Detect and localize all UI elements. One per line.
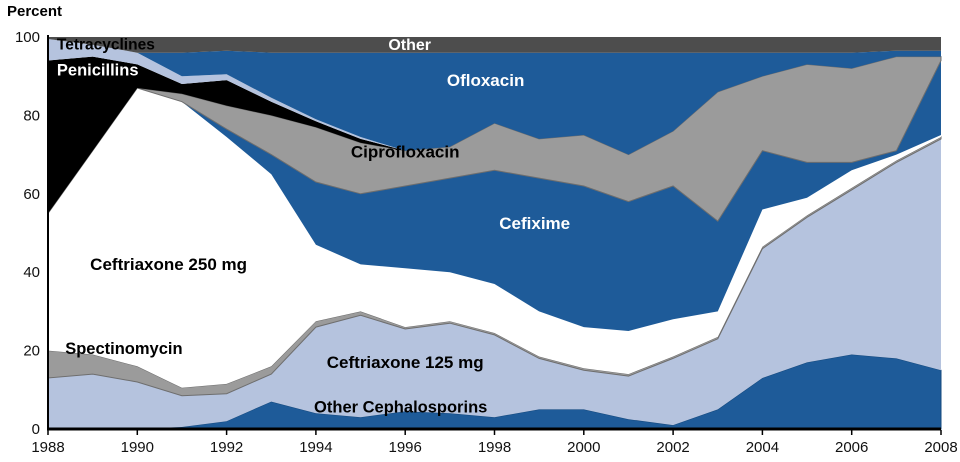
area-ceftriaxone-125: [48, 138, 941, 429]
x-tick-label-2000: 2000: [567, 439, 600, 456]
area-ceftriaxone-250: [48, 88, 941, 388]
x-tick-label-1998: 1998: [478, 439, 511, 456]
y-tick-label-100: 100: [15, 29, 40, 46]
x-tick-label-1988: 1988: [31, 439, 64, 456]
y-tick-label-0: 0: [32, 421, 40, 438]
x-tick-label-1996: 1996: [389, 439, 422, 456]
label-ceftriaxone-250: Ceftriaxone 250 mg: [90, 255, 247, 274]
area-other: [48, 37, 941, 53]
area-ofloxacin: [48, 39, 941, 155]
x-tick-label-2002: 2002: [656, 439, 689, 456]
y-tick-label-60: 60: [23, 186, 40, 203]
area-cefixime: [48, 60, 941, 331]
y-axis-labels: 0 20 40 60 80 100: [15, 29, 40, 438]
y-tick-label-80: 80: [23, 107, 40, 124]
label-other-cephalosporins: Other Cephalosporins: [314, 399, 487, 417]
label-ceftriaxone-125: Ceftriaxone 125 mg: [327, 353, 484, 372]
label-cefixime: Cefixime: [499, 214, 570, 233]
x-tick-label-2004: 2004: [746, 439, 779, 456]
label-ofloxacin: Ofloxacin: [447, 71, 524, 90]
y-tick-label-40: 40: [23, 264, 40, 281]
chart-axes: [47, 35, 942, 435]
label-ciprofloxacin: Ciprofloxacin: [351, 142, 460, 161]
label-other: Other: [388, 37, 431, 54]
label-penicillins: Penicillins: [57, 61, 139, 79]
x-tick-label-1990: 1990: [121, 439, 154, 456]
y-tick-label-20: 20: [23, 343, 40, 360]
y-axis-title: Percent: [7, 3, 62, 20]
x-axis-labels: 1988 1990 1992 1994 1996 1998 2000 2002 2004 2006…: [31, 439, 957, 456]
x-tick-label-1994: 1994: [299, 439, 332, 456]
area-labels: Tetracyclines Penicillins Other Ofloxacin Ci…: [57, 37, 570, 417]
area-penicillins: [48, 56, 941, 214]
x-tick-label-2006: 2006: [835, 439, 868, 456]
label-spectinomycin: Spectinomycin: [65, 340, 182, 358]
x-tick-label-1992: 1992: [210, 439, 243, 456]
chart-areas: [47, 37, 942, 430]
label-tetracyclines: Tetracyclines: [57, 37, 155, 54]
x-tick-label-2008: 2008: [924, 439, 957, 456]
